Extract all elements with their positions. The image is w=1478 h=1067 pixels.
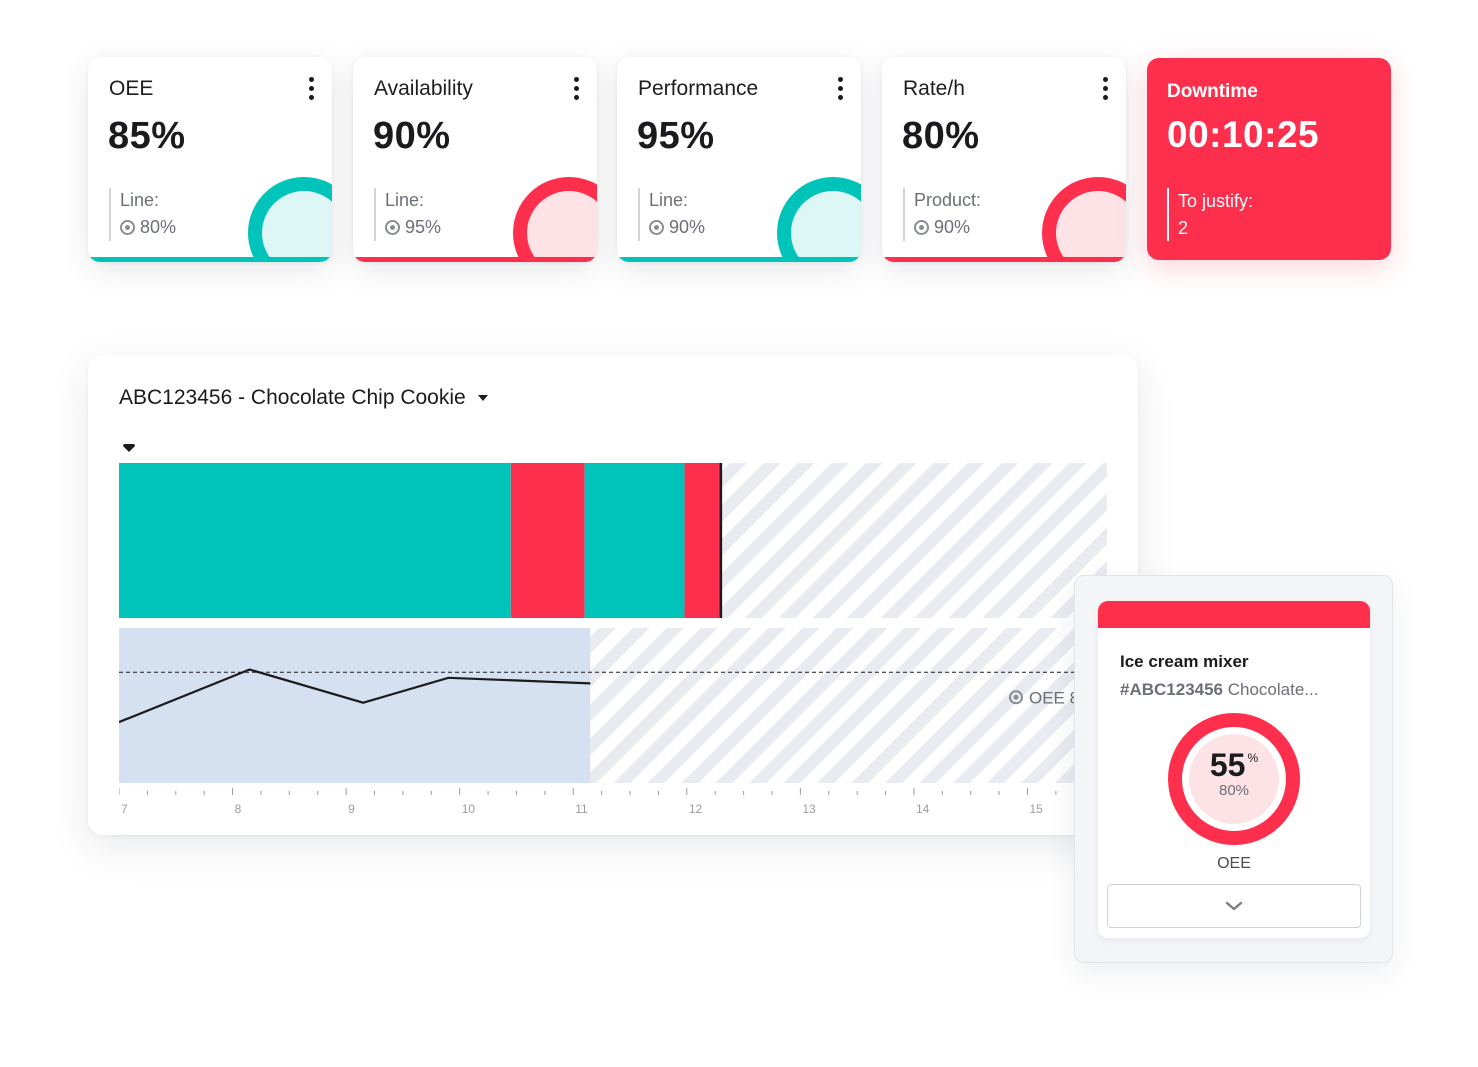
kpi-ref-value: 90% [669, 217, 706, 237]
kpi-ref-value-row: 95% [385, 212, 441, 242]
machine-order: #ABC123456 Chocolate... [1120, 680, 1318, 700]
kpi-card-downtime[interactable]: Downtime 00:10:25 To justify: 2 [1147, 58, 1391, 260]
axis-tick-label: 11 [575, 802, 588, 816]
kpi-card-rate: Rate/h 80% Product: 90% [882, 57, 1126, 262]
oee-gauge-reference: 80% [1218, 782, 1250, 799]
kpi-ring [1042, 177, 1126, 262]
timeline-panel: ABC123456 - Chocolate Chip Cookie OEE 8 7… [88, 355, 1138, 835]
axis-tick-label: 7 [121, 802, 128, 816]
machine-name: Ice cream mixer [1120, 652, 1249, 671]
oee-series-line [119, 668, 591, 724]
kpi-status-bar [353, 257, 597, 262]
future-band-hatch [720, 463, 1107, 618]
kpi-card-availability: Availability 90% Line: 95% [353, 57, 597, 262]
downtime-value: 00:10:25 [1167, 114, 1320, 155]
target-icon [1009, 690, 1023, 705]
kpi-reference: Line: 90% [638, 188, 705, 241]
machine-card: Ice cream mixer #ABC123456 Chocolate... … [1098, 601, 1370, 938]
target-icon [649, 219, 664, 235]
kpi-ref-label: Line: [385, 190, 425, 210]
kpi-title: OEE [109, 77, 154, 100]
current-position-marker-icon [123, 444, 135, 452]
caret-down-icon [477, 395, 488, 401]
future-oee-hatch [590, 628, 1107, 783]
axis-tick-label: 13 [802, 802, 816, 816]
kpi-ref-value: 90% [934, 217, 971, 237]
kpi-ref-label: Line: [120, 190, 160, 210]
more-vert-icon[interactable] [304, 77, 318, 103]
axis-tick-label: 8 [235, 802, 242, 816]
oee-gauge: 55% 80% [1168, 713, 1300, 845]
kpi-reference: Product: 90% [903, 188, 981, 241]
timeline-chart: OEE 8 7 8 9 10 11 12 13 14 15 [119, 463, 1107, 823]
kpi-status-bar [617, 257, 861, 262]
kpi-value: 80% [902, 115, 980, 157]
kpi-value: 90% [373, 115, 451, 157]
state-segment-running [119, 463, 511, 618]
axis-tick-label: 10 [462, 802, 476, 816]
state-segment-running [584, 463, 685, 618]
oee-area [119, 628, 591, 783]
kpi-ring [513, 177, 597, 262]
kpi-ref-value: 80% [140, 217, 177, 237]
product-selector-label: ABC123456 - Chocolate Chip Cookie [119, 386, 466, 409]
kpi-value: 85% [108, 115, 186, 157]
kpi-ref-value-row: 90% [649, 212, 705, 242]
kpi-status-bar [88, 257, 332, 262]
kpi-ring [777, 177, 861, 262]
oee-gauge-unit: % [1247, 751, 1259, 765]
expand-button[interactable] [1107, 884, 1361, 928]
target-icon [914, 219, 929, 235]
oee-gauge-value-row: 55% [1189, 747, 1279, 784]
oee-gauge-value: 55 [1209, 747, 1246, 783]
kpi-title: Rate/h [903, 77, 965, 100]
kpi-title: Availability [374, 77, 473, 100]
kpi-reference: Line: 80% [109, 188, 176, 241]
target-icon [120, 219, 135, 235]
axis-tick-label: 12 [689, 802, 703, 816]
order-name: Chocolate... [1227, 680, 1319, 699]
downtime-ref-label: To justify: [1178, 191, 1254, 211]
kpi-card-oee: OEE 85% Line: 80% [88, 57, 332, 262]
kpi-value: 95% [637, 115, 715, 157]
axis-tick-label: 9 [348, 802, 355, 816]
target-icon-dot [1013, 694, 1019, 700]
timeline-chart-svg: OEE 8 7 8 9 10 11 12 13 14 15 [119, 463, 1107, 816]
kpi-ref-value-row: 80% [120, 212, 176, 242]
axis-tick-label: 14 [916, 802, 930, 816]
downtime-ref-value: 2 [1178, 218, 1189, 238]
state-segment-downtime [684, 463, 721, 618]
machine-status-bar [1098, 601, 1370, 628]
kpi-ring [248, 177, 332, 262]
kpi-ref-value-row: 90% [914, 212, 981, 242]
more-vert-icon[interactable] [569, 77, 583, 103]
machine-popover: Ice cream mixer #ABC123456 Chocolate... … [1074, 575, 1393, 963]
kpi-title: Performance [638, 77, 759, 100]
kpi-reference: Line: 95% [374, 188, 441, 241]
kpi-ref-value: 95% [405, 217, 442, 237]
chevron-down-icon [1225, 901, 1243, 911]
more-vert-icon[interactable] [833, 77, 847, 103]
oee-gauge-label: OEE [1217, 855, 1251, 872]
kpi-status-bar [882, 257, 1126, 262]
order-id: #ABC123456 [1120, 680, 1224, 699]
downtime-reference: To justify: 2 [1167, 188, 1253, 241]
oee-gauge-center: 55% 80% [1189, 734, 1279, 824]
kpi-ref-label: Line: [649, 190, 689, 210]
product-selector[interactable]: ABC123456 - Chocolate Chip Cookie [119, 386, 488, 410]
more-vert-icon[interactable] [1098, 77, 1112, 103]
kpi-card-performance: Performance 95% Line: 90% [617, 57, 861, 262]
oee-target-label: OEE 8 [1029, 688, 1079, 707]
downtime-title: Downtime [1167, 81, 1258, 102]
kpi-ref-label: Product: [914, 190, 982, 210]
state-segment-downtime [510, 463, 585, 618]
target-icon [385, 219, 400, 235]
axis-tick-label: 15 [1030, 802, 1044, 816]
